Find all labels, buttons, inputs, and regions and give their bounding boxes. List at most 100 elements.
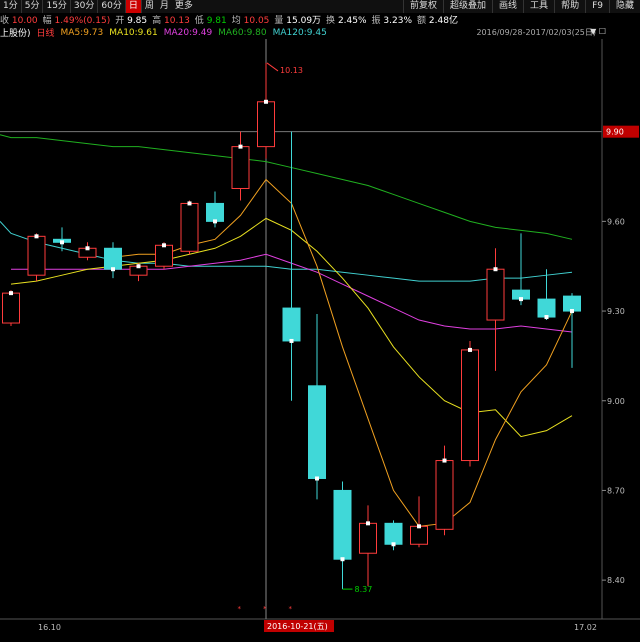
candle-body — [231, 146, 250, 189]
candle-8 — [206, 191, 224, 228]
candle-body — [206, 202, 224, 222]
candle-body — [410, 525, 428, 545]
period-label: 日线 — [36, 29, 55, 39]
low-field: 低 9.81 — [194, 16, 227, 26]
tab-5[interactable]: 日 — [125, 0, 142, 13]
close-marker — [60, 240, 64, 245]
candle-body — [180, 202, 199, 252]
menu-6[interactable]: 隐藏 — [608, 0, 640, 13]
tab-4[interactable]: 60分 — [98, 0, 126, 13]
price-label-bg — [603, 125, 639, 138]
candle-16 — [410, 496, 428, 548]
signal-marker-1: * — [263, 605, 267, 613]
close-marker — [315, 476, 319, 481]
y-tick-label-1: 9.60 — [607, 217, 625, 226]
candle-3 — [78, 242, 97, 261]
candle-body — [461, 349, 479, 462]
close-marker — [570, 309, 574, 314]
close-marker — [238, 144, 243, 149]
candle-10 — [257, 62, 275, 159]
candle-body — [282, 307, 301, 342]
candle-13 — [333, 481, 352, 590]
menu-2[interactable]: 画线 — [492, 0, 523, 13]
y-tick-label-5: 8.40 — [607, 576, 625, 585]
close-marker — [136, 264, 141, 269]
candle-14 — [359, 505, 377, 587]
tab-6[interactable]: 周 — [144, 1, 154, 11]
date-range: 2016/09/28-2017/02/03(25日) — [476, 28, 596, 37]
candle-0 — [2, 290, 20, 327]
candle-body — [359, 522, 377, 554]
candle-body — [384, 522, 403, 545]
x-label-start: 16.10 — [38, 623, 61, 632]
amplitude-field: 振 3.23% — [371, 16, 413, 26]
tab-2[interactable]: 15分 — [43, 0, 71, 13]
stock-name: 上股份) — [0, 29, 31, 39]
chart-settings-icons[interactable]: ▼ ☐ — [590, 27, 606, 36]
candle-17 — [435, 445, 454, 536]
candle-body — [155, 244, 173, 267]
menu-0[interactable]: 前复权 — [403, 0, 443, 13]
candle-body — [257, 101, 275, 148]
indicator-legend: 上股份) 日线 MA5:9.73 MA10:9.61 MA20:9.49 MA6… — [0, 26, 640, 40]
candle-7 — [180, 200, 199, 255]
ma120-label: MA120:9.45 — [272, 27, 327, 38]
candle-body — [537, 298, 556, 318]
y-tick-label-3: 9.00 — [607, 397, 625, 406]
close-marker — [493, 267, 498, 272]
ma60-label: MA60:9.80 — [218, 27, 267, 38]
candle-15 — [384, 520, 403, 551]
menu-4[interactable]: 帮助 — [554, 0, 585, 13]
ma20-label: MA20:9.49 — [163, 27, 213, 38]
candle-19 — [486, 248, 505, 371]
avg-field: 均 10.05 — [231, 16, 270, 26]
candle-body — [563, 295, 581, 312]
candle-body — [435, 460, 454, 530]
menu-3[interactable]: 工具 — [523, 0, 554, 13]
close-marker — [187, 201, 192, 206]
period-tabs: 1分 5分 15分 30分 60分日周月更多 — [0, 0, 640, 13]
y-tick-label-0: 9.90 — [606, 128, 624, 137]
tab-7[interactable]: 月 — [159, 1, 169, 11]
close-marker — [468, 347, 472, 352]
candle-9 — [231, 131, 250, 201]
close-marker — [162, 243, 166, 248]
y-tick-label-2: 9.30 — [607, 307, 625, 316]
change-field: 幅 1.49%(0.15) — [42, 16, 111, 26]
candle-6 — [155, 242, 173, 270]
kline-svg[interactable]: 9.90 9.60 9.30 9.00 8.70 8.40 10.13 8.37 * * * 16.1… — [0, 39, 640, 639]
candle-2 — [53, 227, 71, 252]
kline-chart[interactable]: 9.90 9.60 9.30 9.00 8.70 8.40 10.13 8.37 * * * 16.1… — [0, 39, 640, 639]
square-icon[interactable]: ☐ — [598, 27, 606, 36]
candle-1 — [27, 233, 46, 282]
open-field: 开 9.85 — [115, 16, 148, 26]
candle-5 — [129, 263, 148, 282]
turnover-field: 换 2.45% — [326, 16, 367, 26]
tab-0[interactable]: 1分 — [0, 0, 22, 13]
close-marker — [366, 521, 370, 526]
tab-8[interactable]: 更多 — [174, 1, 193, 11]
candle-body — [27, 235, 46, 276]
tab-1[interactable]: 5分 — [22, 0, 44, 13]
close-marker — [340, 557, 345, 562]
close-marker — [391, 542, 396, 547]
quote-bar: 收 10.00 幅 1.49%(0.15) 开 9.85 高 10.13 低 9… — [0, 13, 640, 26]
menu-1[interactable]: 超级叠加 — [443, 0, 492, 13]
close-marker — [213, 219, 217, 224]
candle-body — [104, 247, 122, 270]
tab-3[interactable]: 30分 — [71, 0, 99, 13]
top-menus: 前复权 超级叠加 画线 工具 帮助 F9 隐藏 — [403, 0, 640, 13]
candle-18 — [461, 340, 479, 467]
close-marker — [111, 267, 115, 272]
candle-22 — [563, 293, 581, 368]
chevron-down-icon[interactable]: ▼ — [590, 27, 597, 36]
candle-body — [2, 292, 20, 324]
ma60-line — [0, 134, 573, 240]
low-annotation: 8.37 — [355, 585, 373, 594]
close-marker — [9, 291, 13, 296]
close-marker — [289, 338, 294, 343]
menu-5[interactable]: F9 — [585, 0, 609, 13]
candle-20 — [512, 233, 530, 306]
high-annotation-line — [266, 62, 279, 72]
candle-body — [486, 268, 505, 321]
